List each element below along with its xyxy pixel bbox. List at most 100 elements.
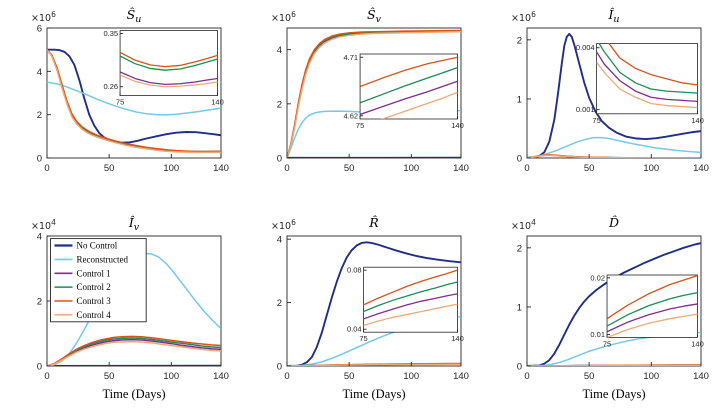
series-no_control [287,241,461,366]
inset-axes [596,43,698,115]
x-tick-label: 0 [284,371,289,382]
y-tick-label: 4 [277,45,282,56]
y-tick-label: 0 [517,362,522,373]
x-tick-label: 100 [643,163,659,174]
axis-scale-label: ×106 [511,10,536,24]
x-tick-label: 0 [284,163,289,174]
inset-x-tick-label: 75 [359,334,367,343]
chart-d: 0 50 100 140 0 1 2 D̂ ×104 Time (Days) 75 140 0.01 0.… [511,215,709,401]
x-tick-label: 140 [453,163,469,174]
inset-x-tick-label: 140 [451,121,464,130]
subplot-r: 0 50 100 140 0 2 4 R̂ ×106 Time (Days) 75 140 0.04 0.… [241,212,479,416]
x-tick-label: 140 [693,163,709,174]
inset-series-control3 [360,56,458,88]
chart-i-u: 0 50 100 140 0 1 2 Îu ×106 75 140 0.001 0.004 [511,7,709,174]
y-tick-label: 6 [37,24,42,35]
axis-scale-label: ×106 [271,10,296,24]
subplot-i-v: 0 50 100 140 0 2 4 Îv ×104 Time (Days) No Control R… [1,212,239,416]
inset-y-tick-label: 4.62 [343,111,358,120]
x-tick-label: 0 [44,371,49,382]
inset-x-tick-label: 75 [603,339,611,348]
axis-scale-label: ×104 [511,218,536,232]
legend-label-control2: Control 2 [76,282,110,292]
series-control4 [287,363,461,366]
series-control4 [47,49,221,154]
inset-series-control1 [363,293,458,320]
chart-title: D̂ [608,215,619,230]
y-tick-label: 2 [517,35,522,46]
inset-series-control4 [363,303,458,327]
x-tick-label: 100 [643,371,659,382]
inset-series-control1 [120,71,218,86]
inset-x-tick-label: 140 [691,116,704,125]
x-tick-label: 0 [524,163,529,174]
y-tick-label: 2 [37,110,42,121]
legend-label-control1: Control 1 [76,268,110,278]
chart-s-v: 0 50 100 140 0 2 4 Ŝv ×106 75 140 4.62 4.71 [271,6,469,174]
inset-series-control2 [120,55,218,71]
inset-series-control1 [596,51,698,103]
inset-series-control4 [120,74,218,88]
inset-series-control4 [380,91,458,119]
x-tick-label: 0 [44,163,49,174]
x-tick-label: 50 [104,371,115,382]
x-tick-label: 100 [163,371,179,382]
y-tick-label: 0 [37,362,42,373]
series-reconstructed [47,81,221,116]
chart-title: Îv [128,215,140,233]
inset-x-tick-label: 140 [211,98,224,107]
y-tick-label: 2 [277,99,282,110]
x-tick-label: 140 [213,371,229,382]
inset-axes [363,266,458,333]
y-tick-label: 2 [277,298,282,309]
chart-r: 0 50 100 140 0 2 4 R̂ ×106 Time (Days) 75 140 0.04 0.… [271,215,469,401]
axes-box [46,27,222,159]
axis-scale-label: ×106 [271,218,296,232]
inset-x-tick-label: 75 [592,116,600,125]
series-control4 [527,364,701,366]
x-tick-label: 100 [403,163,419,174]
subplot-i-u: 0 50 100 140 0 1 2 Îu ×106 75 140 0.001 0.004 [481,4,719,208]
x-tick-label: 140 [693,371,709,382]
inset-y-tick-label: 0.26 [103,82,118,91]
legend-label-control3: Control 3 [76,296,111,306]
y-tick-label: 4 [37,67,42,78]
y-tick-label: 4 [277,235,282,246]
inset-y-tick-label: 4.71 [343,53,358,62]
y-tick-label: 0 [37,154,42,165]
inset-series-control2 [607,291,698,327]
chart-title: Ŝu [127,6,142,25]
x-axis-label: Time (Days) [102,387,165,401]
y-tick-label: 0 [277,362,282,373]
legend-label-reconstructed: Reconstructed [76,254,128,264]
series-control4 [527,154,701,158]
inset-series-control1 [607,303,698,333]
series-control4 [287,31,461,158]
series-reconstructed [527,136,701,158]
chart-title: R̂ [368,215,378,230]
legend-box [50,238,147,323]
series-control3 [287,29,461,158]
inset-series-control3 [607,275,698,320]
series-no_control [527,242,701,366]
x-tick-label: 50 [584,163,595,174]
y-tick-label: 2 [517,243,522,254]
x-tick-label: 0 [524,371,529,382]
series-control3 [47,335,221,366]
chart-i-v: 0 50 100 140 0 2 4 Îv ×104 Time (Days) No Control R… [31,215,229,401]
inset-x-tick-label: 75 [356,121,364,130]
x-axis-label: Time (Days) [582,387,645,401]
inset-y-tick-label: 0.02 [590,273,605,282]
inset-y-tick-label: 0.35 [103,29,118,38]
inset-series-control4 [596,61,698,109]
x-tick-label: 140 [453,371,469,382]
inset-y-tick-label: 0.08 [347,266,362,275]
inset-y-tick-label: 0.001 [576,105,595,114]
x-tick-label: 100 [163,163,179,174]
x-tick-label: 50 [344,163,355,174]
inset-series-control2 [363,281,458,313]
x-tick-label: 100 [403,371,419,382]
chart-title: Îu [607,7,619,25]
x-tick-label: 140 [213,163,229,174]
inset-x-tick-label: 140 [691,339,704,348]
